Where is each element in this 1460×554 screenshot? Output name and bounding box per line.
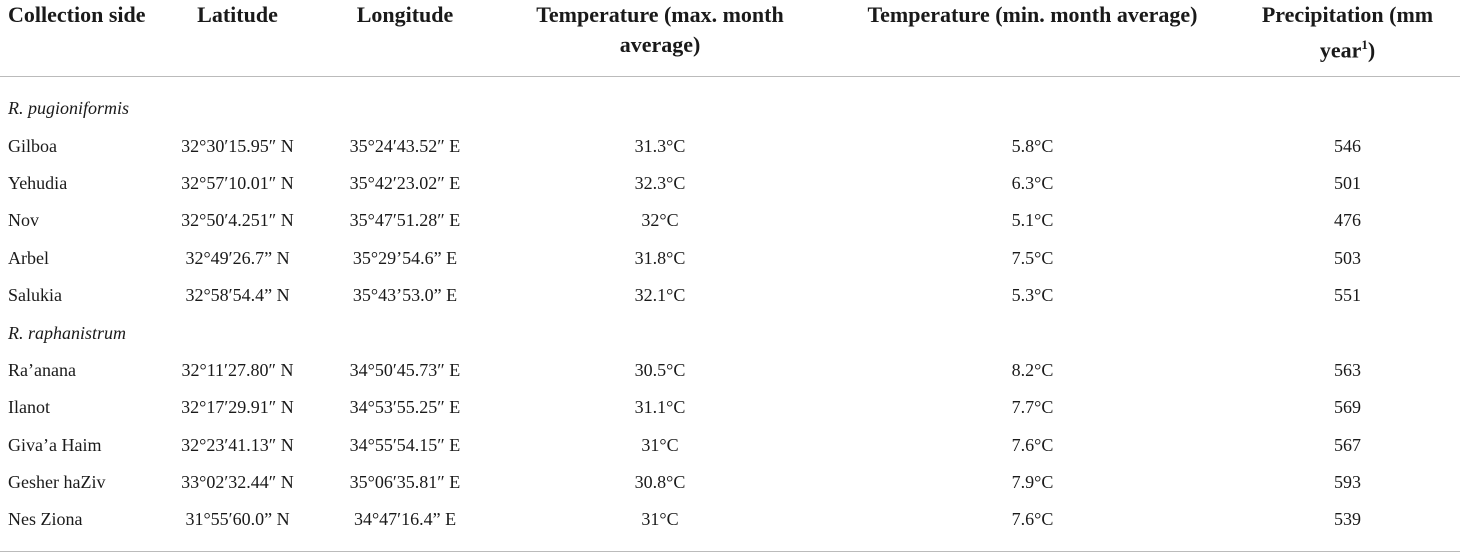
cell: 503: [1334, 247, 1362, 268]
cell: 7.7°C: [1011, 397, 1054, 418]
cell: Ilanot: [8, 397, 50, 418]
header-cell: Precipitation (mm year1): [1235, 0, 1460, 77]
cell: 593: [1334, 472, 1362, 493]
cell: Salukia: [8, 285, 62, 306]
cell: 501: [1334, 172, 1362, 193]
cell: 32°57′10.01″ N: [181, 172, 294, 193]
group-row: R. raphanistrum: [0, 314, 1460, 351]
cell: 5.3°C: [1011, 285, 1054, 306]
data-row: Gesher haZiv 33°02′32.44″ N 35°06′35.81″ E…: [0, 464, 1460, 501]
header-cell: Temperature (max. month average): [536, 2, 784, 57]
cell: 32°30′15.95″ N: [181, 135, 294, 156]
cell: 6.3°C: [1011, 172, 1054, 193]
cell: 539: [1334, 509, 1362, 530]
cell: Gesher haZiv: [8, 472, 106, 493]
table-header: Collection side Latitude Longitude Tempe…: [0, 0, 1460, 77]
header-text: Precipitation (mm year: [1261, 2, 1434, 63]
cell: Gilboa: [8, 135, 57, 156]
cell: Arbel: [8, 247, 49, 268]
header-row: Collection side Latitude Longitude Tempe…: [0, 0, 1460, 77]
cell: Nes Ziona: [8, 509, 83, 530]
cell: Nov: [8, 210, 39, 231]
cell: 546: [1334, 135, 1362, 156]
header-cell: Temperature (min. month average): [867, 2, 1198, 27]
data-row: Salukia 32°58′54.4” N 35°43’53.0” E 32.1°C 5…: [0, 277, 1460, 314]
cell: 33°02′32.44″ N: [181, 472, 294, 493]
cell: 35°43’53.0” E: [352, 285, 458, 306]
cell: 31°C: [641, 434, 679, 455]
cell: 35°47′51.28″ E: [349, 210, 461, 231]
data-row: Nes Ziona 31°55′60.0” N 34°47′16.4” E 31°C 7…: [0, 501, 1460, 538]
cell: Ra’anana: [8, 359, 76, 380]
cell: 32°11′27.80″ N: [181, 359, 294, 380]
header-cell: Collection side: [8, 2, 146, 27]
cell: 31.1°C: [634, 397, 686, 418]
cell: 5.8°C: [1011, 135, 1054, 156]
cell: 35°24′43.52″ E: [349, 135, 461, 156]
cell: 551: [1334, 285, 1362, 306]
cell: 31°55′60.0” N: [185, 509, 290, 530]
header-cell: Latitude: [197, 2, 278, 27]
cell: 30.8°C: [634, 472, 686, 493]
cell: 7.9°C: [1011, 472, 1054, 493]
cell: 34°55′54.15″ E: [349, 434, 461, 455]
cell: 476: [1334, 210, 1362, 231]
cell: Yehudia: [8, 172, 68, 193]
cell: 567: [1334, 434, 1362, 455]
cell: 32.3°C: [634, 172, 686, 193]
data-row: Nov 32°50′4.251″ N 35°47′51.28″ E 32°C 5.1°C…: [0, 202, 1460, 239]
cell: 7.6°C: [1011, 509, 1054, 530]
header-text: ): [1367, 37, 1376, 63]
cell: 32°58′54.4” N: [185, 285, 290, 306]
table-body-wrap: R. pugioniformis Gilboa 32°30′15.95″ N 35°2…: [0, 77, 1460, 552]
cell: 32.1°C: [634, 285, 686, 306]
cell: 569: [1334, 397, 1362, 418]
cell: 35°06′35.81″ E: [349, 472, 461, 493]
cell: 32°17′29.91″ N: [181, 397, 294, 418]
cell: 35°29’54.6” E: [352, 247, 458, 268]
data-row: Gilboa 32°30′15.95″ N 35°24′43.52″ E 31.3°C…: [0, 127, 1460, 164]
header-cell: Longitude: [356, 2, 454, 27]
cell: 31.8°C: [634, 247, 686, 268]
group-label: R. raphanistrum: [8, 322, 127, 343]
cell: 8.2°C: [1011, 359, 1054, 380]
cell: 7.5°C: [1011, 247, 1054, 268]
group-label: R. pugioniformis: [8, 98, 130, 119]
cell: 31°C: [641, 509, 679, 530]
group-row: R. pugioniformis: [0, 90, 1460, 127]
cell: 34°47′16.4” E: [353, 509, 457, 530]
data-row: Ra’anana 32°11′27.80″ N 34°50′45.73″ E 30.5…: [0, 352, 1460, 389]
cell: 32°23′41.13″ N: [181, 434, 294, 455]
cell: 563: [1334, 359, 1362, 380]
cell: 5.1°C: [1011, 210, 1054, 231]
cell: 32°50′4.251″ N: [181, 210, 294, 231]
data-row: Yehudia 32°57′10.01″ N 35°42′23.02″ E 32.3°…: [0, 165, 1460, 202]
data-row: Ilanot 32°17′29.91″ N 34°53′55.25″ E 31.1°C…: [0, 389, 1460, 426]
data-row: Arbel 32°49′26.7” N 35°29’54.6” E 31.8°C 7.5…: [0, 240, 1460, 277]
superscript: 1: [1361, 37, 1368, 52]
cell: 30.5°C: [634, 359, 686, 380]
cell: 35°42′23.02″ E: [349, 172, 461, 193]
cell: 7.6°C: [1011, 434, 1054, 455]
cell: 34°50′45.73″ E: [349, 359, 461, 380]
cell: 32°C: [641, 210, 679, 231]
data-row: Giva’a Haim 32°23′41.13″ N 34°55′54.15″ E 3…: [0, 427, 1460, 464]
cell: Giva’a Haim: [8, 434, 102, 455]
cell: 32°49′26.7” N: [185, 247, 290, 268]
cell: 31.3°C: [634, 135, 686, 156]
table-body: R. pugioniformis Gilboa 32°30′15.95″ N 35°2…: [0, 90, 1460, 539]
cell: 34°53′55.25″ E: [349, 397, 461, 418]
